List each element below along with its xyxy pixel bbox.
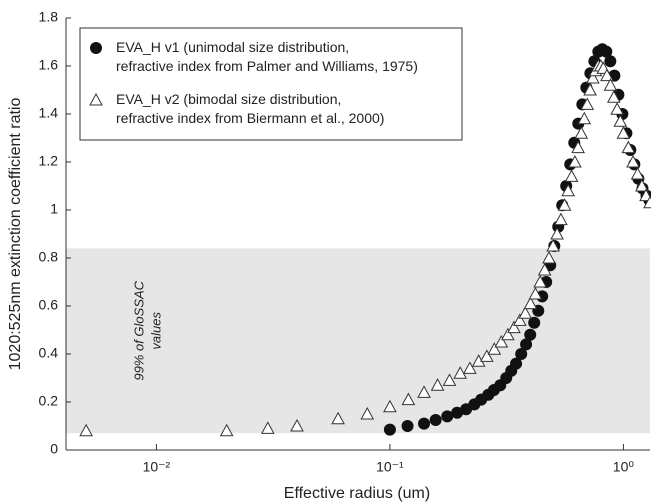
point — [79, 423, 93, 437]
band-label-line: values — [148, 312, 163, 350]
point — [260, 421, 275, 434]
point — [557, 198, 572, 211]
y-tick-label: 1.8 — [39, 9, 59, 25]
x-tick-label: 10⁻² — [143, 459, 171, 475]
point — [583, 82, 597, 96]
point — [603, 78, 618, 91]
y-tick-label: 1.4 — [39, 105, 59, 121]
point — [290, 418, 304, 432]
point — [512, 313, 527, 326]
point — [523, 296, 538, 310]
point — [626, 154, 640, 168]
point — [561, 183, 576, 197]
point — [546, 238, 560, 252]
point — [528, 286, 543, 300]
y-tick-label: 0 — [50, 441, 58, 457]
y-tick-label: 0.4 — [39, 345, 59, 361]
point — [501, 327, 515, 341]
point — [463, 361, 477, 374]
point — [528, 316, 541, 329]
y-tick-label: 1 — [50, 201, 58, 217]
band — [66, 248, 650, 434]
point — [219, 423, 234, 437]
point — [451, 406, 464, 419]
band-label-line: 99% of GloSSAC — [131, 280, 146, 380]
point — [630, 166, 645, 180]
point — [520, 338, 533, 351]
x-tick-label: 10⁰ — [613, 459, 635, 475]
point — [643, 195, 651, 209]
point — [441, 410, 454, 423]
point — [401, 392, 416, 406]
point — [635, 178, 649, 192]
point — [417, 385, 431, 398]
band-label: 99% of GloSSAC values — [131, 280, 163, 380]
legend-label: EVA_H v1 (unimodal size distribution, ref… — [116, 39, 418, 74]
y-axis-label: 1020:525nm extinction coefficient ratio — [7, 98, 24, 371]
point — [479, 349, 494, 362]
y-tick-label: 0.6 — [39, 297, 59, 313]
legend-box — [79, 27, 463, 141]
point — [331, 411, 345, 425]
point — [577, 111, 592, 125]
point — [621, 140, 636, 154]
point — [430, 378, 445, 391]
point — [510, 357, 523, 370]
point — [542, 250, 556, 264]
y-tick-label: 0.8 — [39, 249, 59, 265]
point — [524, 328, 537, 341]
y-tick-label: 0.2 — [39, 393, 59, 409]
point — [515, 348, 528, 360]
legend-label: EVA_H v2 (bimodal size distribution, refr… — [116, 91, 384, 126]
plot-area — [79, 43, 651, 437]
point — [550, 226, 564, 240]
point — [383, 399, 397, 413]
point — [600, 68, 614, 82]
y-tick-label: 1.2 — [39, 153, 59, 169]
point — [533, 274, 547, 288]
point — [604, 55, 617, 68]
point — [600, 45, 613, 58]
point — [610, 102, 624, 115]
legend-marker — [90, 42, 102, 54]
point — [639, 188, 651, 202]
point — [574, 126, 589, 139]
point — [360, 406, 375, 420]
point — [453, 366, 468, 379]
point — [518, 306, 533, 319]
point — [568, 154, 582, 168]
point — [401, 420, 414, 432]
point — [429, 414, 442, 426]
point — [442, 373, 457, 386]
point — [613, 114, 628, 127]
point — [586, 70, 600, 84]
point — [564, 169, 579, 182]
point — [606, 90, 621, 103]
legend-marker — [89, 92, 103, 106]
point — [418, 417, 431, 430]
point — [494, 334, 509, 348]
point — [571, 140, 585, 154]
x-axis-label: Effective radius (um) — [284, 485, 430, 502]
point — [507, 320, 521, 334]
point — [616, 126, 631, 139]
point — [537, 262, 552, 276]
point — [580, 97, 595, 110]
point — [554, 212, 568, 226]
point — [383, 423, 396, 436]
point — [487, 342, 502, 355]
x-tick-label: 10⁻¹ — [376, 459, 404, 475]
y-tick-label: 1.6 — [39, 57, 59, 73]
